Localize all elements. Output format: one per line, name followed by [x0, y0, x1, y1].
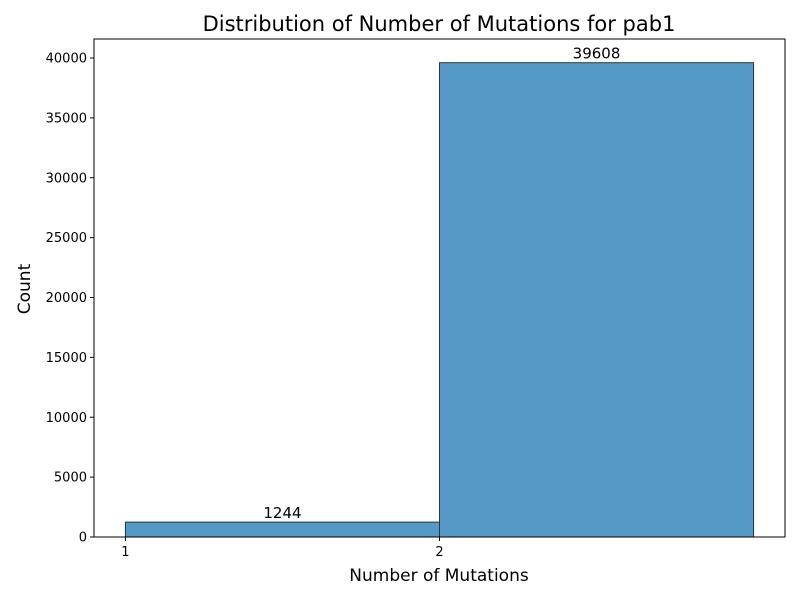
- y-tick-label: 20000: [46, 291, 87, 306]
- y-tick-label: 30000: [46, 171, 87, 186]
- plot-area: 1244 39608 0 5000 10000 15000 20000 25000 30000 3…: [46, 38, 786, 560]
- histogram-bar: [124, 521, 440, 538]
- bar-value-label: 1244: [263, 504, 301, 522]
- x-tick-label: 1: [121, 545, 129, 560]
- y-tick-label: 0: [79, 531, 87, 546]
- y-tick-label: 15000: [46, 351, 87, 366]
- y-tick-label: 5000: [54, 471, 87, 486]
- bar-value-label: 39608: [573, 45, 621, 63]
- y-axis-label: Count: [15, 263, 35, 314]
- y-tick-label: 25000: [46, 231, 87, 246]
- histogram-bar: [439, 62, 755, 538]
- chart-title: Distribution of Number of Mutations for …: [203, 12, 676, 36]
- y-tick-label: 40000: [46, 52, 87, 67]
- y-tick-label: 35000: [46, 111, 87, 126]
- y-tick-label: 10000: [46, 411, 87, 426]
- x-tick-label: 2: [435, 545, 443, 560]
- x-axis-label: Number of Mutations: [349, 566, 529, 586]
